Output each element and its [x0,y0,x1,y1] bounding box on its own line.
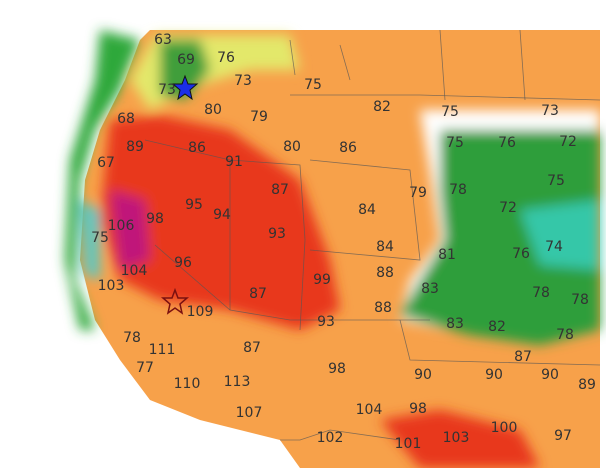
state-borders [144,29,601,441]
temperature-label: 109 [187,304,214,320]
temperature-label: 63 [154,32,172,48]
temperature-label: 98 [146,211,164,227]
temperature-label: 100 [491,420,518,436]
temperature-label: 72 [559,134,577,150]
temperature-label: 97 [554,428,572,444]
temperature-label: 98 [409,401,427,417]
temperature-label: 80 [204,102,222,118]
temperature-label: 73 [541,103,559,119]
temperature-label: 113 [224,374,251,390]
temperature-label: 91 [225,154,243,170]
temperature-label: 68 [117,111,135,127]
temperature-label: 104 [356,402,383,418]
temperature-label: 93 [317,314,335,330]
temperature-label: 87 [514,349,532,365]
temperature-label: 79 [409,185,427,201]
temperature-label: 84 [376,239,394,255]
temperature-label: 88 [374,300,392,316]
temperature-label: 84 [358,202,376,218]
temperature-label: 96 [174,255,192,271]
temperature-label: 76 [512,246,530,262]
temperature-label: 69 [177,52,195,68]
temperature-label: 87 [271,182,289,198]
temperature-label: 87 [249,286,267,302]
temperature-label: 72 [499,200,517,216]
temperature-label: 73 [234,73,252,89]
temperature-label: 98 [328,361,346,377]
temperature-label: 90 [485,367,503,383]
temperature-label: 89 [578,377,596,393]
temperature-label: 106 [108,218,135,234]
temperature-label: 67 [97,155,115,171]
temperature-label: 86 [188,140,206,156]
temperature-label: 74 [545,239,563,255]
temperature-label: 78 [556,327,574,343]
temperature-label: 90 [414,367,432,383]
temperature-label: 75 [441,104,459,120]
temperature-label: 88 [376,265,394,281]
temperature-label: 104 [121,263,148,279]
temperature-label: 95 [185,197,203,213]
temperature-label: 103 [98,278,125,294]
temperature-label: 81 [438,247,456,263]
temperature-label: 110 [174,376,201,392]
temperature-label: 87 [243,340,261,356]
temperature-label: 75 [547,173,565,189]
temperature-label: 83 [446,316,464,332]
temperature-label: 93 [268,226,286,242]
temperature-label: 101 [395,436,422,452]
temperature-label: 82 [488,319,506,335]
temperature-label: 75 [91,230,109,246]
temperature-labels: 63 69 76 73 75 73 80 79 82 75 73 68 89 86 91 80 86 75 76 72… [91,32,596,452]
temperature-label: 75 [304,77,322,93]
temperature-label: 75 [446,135,464,151]
temperature-label: 73 [158,82,176,98]
temperature-label: 83 [421,281,439,297]
temperature-label: 78 [571,292,589,308]
temperature-label: 78 [532,285,550,301]
temperature-label: 86 [339,140,357,156]
red-star-marker [160,287,190,315]
temperature-label: 76 [217,50,235,66]
temperature-label: 89 [126,139,144,155]
temperature-label: 78 [123,330,141,346]
temperature-label: 79 [250,109,268,125]
temperature-label: 102 [317,430,344,446]
temperature-label: 107 [236,405,263,421]
temperature-label: 111 [149,342,176,358]
blue-star-marker [171,74,199,101]
temperature-label: 94 [213,207,231,223]
temperature-label: 103 [443,430,470,446]
temperature-label: 82 [373,99,391,115]
temperature-label: 90 [541,367,559,383]
temperature-label: 78 [449,182,467,198]
temperature-label: 99 [313,272,331,288]
temperature-label: 77 [136,360,154,376]
temperature-label: 80 [283,139,301,155]
temperature-label: 76 [498,135,516,151]
